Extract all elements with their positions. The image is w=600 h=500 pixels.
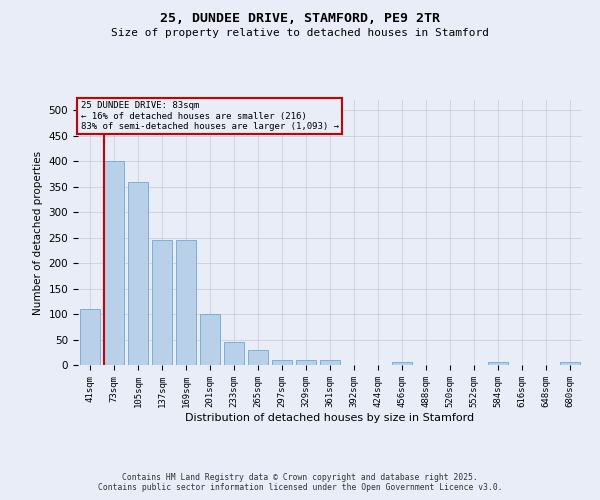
Bar <box>80 309 100 365</box>
Bar <box>224 342 244 365</box>
Bar <box>272 360 292 365</box>
Bar <box>104 161 124 365</box>
Bar <box>320 360 340 365</box>
X-axis label: Distribution of detached houses by size in Stamford: Distribution of detached houses by size … <box>185 412 475 422</box>
Bar <box>200 314 220 365</box>
Bar <box>560 362 580 365</box>
Bar <box>176 240 196 365</box>
Text: 25 DUNDEE DRIVE: 83sqm
← 16% of detached houses are smaller (216)
83% of semi-de: 25 DUNDEE DRIVE: 83sqm ← 16% of detached… <box>80 102 338 131</box>
Bar <box>392 362 412 365</box>
Bar <box>248 350 268 365</box>
Text: Contains HM Land Registry data © Crown copyright and database right 2025.
Contai: Contains HM Land Registry data © Crown c… <box>98 473 502 492</box>
Bar <box>152 240 172 365</box>
Text: 25, DUNDEE DRIVE, STAMFORD, PE9 2TR: 25, DUNDEE DRIVE, STAMFORD, PE9 2TR <box>160 12 440 26</box>
Bar <box>296 360 316 365</box>
Text: Size of property relative to detached houses in Stamford: Size of property relative to detached ho… <box>111 28 489 38</box>
Bar <box>488 362 508 365</box>
Y-axis label: Number of detached properties: Number of detached properties <box>33 150 43 314</box>
Bar <box>128 182 148 365</box>
